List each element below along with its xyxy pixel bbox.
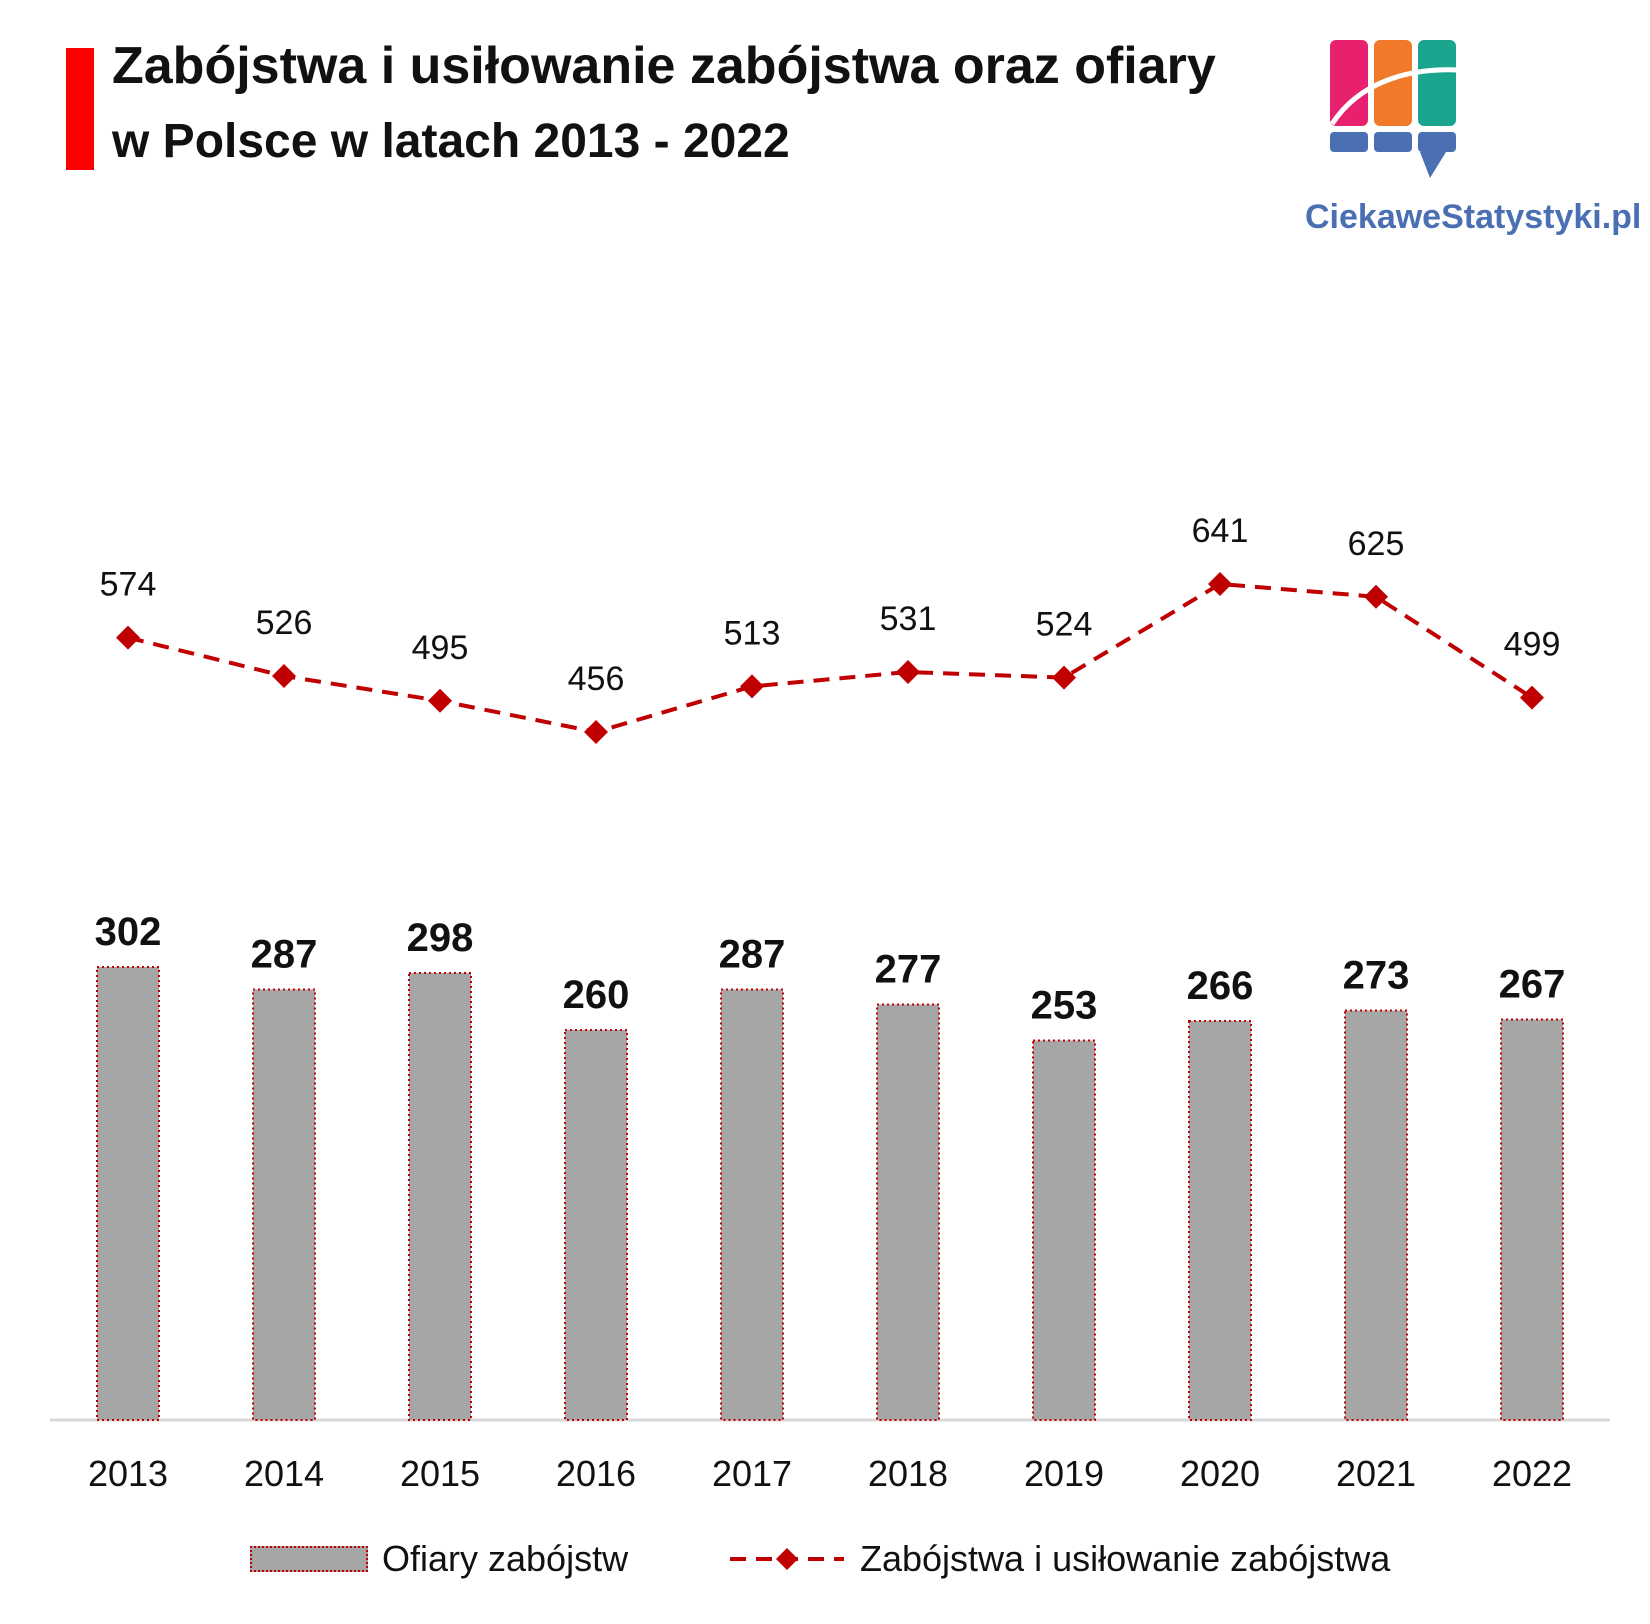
line-point-2013 [116,625,140,650]
legend-label-bars: Ofiary zabójstw [382,1538,629,1579]
bar-2017 [720,988,784,1421]
line-value-label: 574 [100,566,157,604]
bar-value-label: 277 [875,948,942,992]
chart-title: Zabójstwa i usiłowanie zabójstwa oraz of… [112,37,1216,95]
line-series-path [127,581,1534,735]
line-point-2019 [1052,665,1076,690]
x-tick-label: 2015 [400,1453,480,1494]
x-tick-label: 2013 [88,1453,168,1494]
legend-item-bars: Ofiary zabójstw [250,1538,628,1580]
legend-swatch-bar-icon [250,1546,368,1572]
legend-swatch-line-icon [730,1548,844,1570]
line-point-2014 [272,664,296,688]
x-tick-label: 2018 [868,1453,948,1494]
x-tick-label: 2016 [556,1453,636,1494]
title-accent-bar [66,48,94,170]
line-value-label: 641 [1192,512,1249,550]
bar-2014 [252,988,316,1421]
bar-2020 [1188,1020,1252,1421]
bar-2021 [1344,1009,1408,1421]
line-value-label: 513 [724,614,781,652]
line-point-2016 [584,720,608,744]
x-tick-label: 2017 [712,1453,792,1494]
bar-value-label: 266 [1187,964,1254,1008]
line-point-2022 [1520,685,1544,710]
x-tick-label: 2014 [244,1453,324,1494]
x-tick-label: 2019 [1024,1453,1104,1494]
line-value-label: 499 [1504,626,1561,664]
x-tick-label: 2020 [1180,1453,1260,1494]
bar-value-label: 298 [407,916,474,960]
logo-text: CiekaweStatystyki.pl [1305,198,1642,236]
bar-2015 [408,972,472,1421]
bar-value-label: 260 [563,973,630,1017]
bar-value-label: 302 [95,910,162,954]
line-value-label: 495 [412,629,469,667]
bar-2013 [96,966,160,1421]
bar-2016 [564,1029,628,1421]
line-value-label: 526 [256,604,313,642]
bar-value-label: 287 [719,933,786,977]
bar-2018 [876,1003,940,1421]
bar-value-label: 267 [1499,963,1566,1007]
line-point-2017 [740,674,764,699]
bar-value-label: 253 [1031,984,1098,1028]
line-value-label: 625 [1348,525,1405,563]
bar-2019 [1032,1039,1096,1421]
line-point-2018 [896,660,920,684]
line-point-2015 [428,688,452,713]
ciekawestatystyki-logo-icon [1329,40,1459,178]
bar-value-label: 273 [1343,954,1410,998]
line-value-label: 524 [1036,606,1093,644]
legend-label-line: Zabójstwa i usiłowanie zabójstwa [860,1538,1391,1579]
line-value-label: 531 [880,600,937,638]
line-point-2021 [1364,584,1388,609]
chart-subtitle: w Polsce w latach 2013 - 2022 [112,115,790,168]
line-point-2020 [1208,572,1232,596]
x-tick-label: 2022 [1492,1453,1572,1494]
legend-item-line: Zabójstwa i usiłowanie zabójstwa [728,1538,1390,1580]
line-value-label: 456 [568,660,625,698]
chart-legend: Ofiary zabójstw Zabójstwa i usiłowanie z… [0,1538,1650,1588]
bar-2022 [1500,1018,1564,1421]
bar-value-label: 287 [251,933,318,977]
x-tick-label: 2021 [1336,1453,1416,1494]
